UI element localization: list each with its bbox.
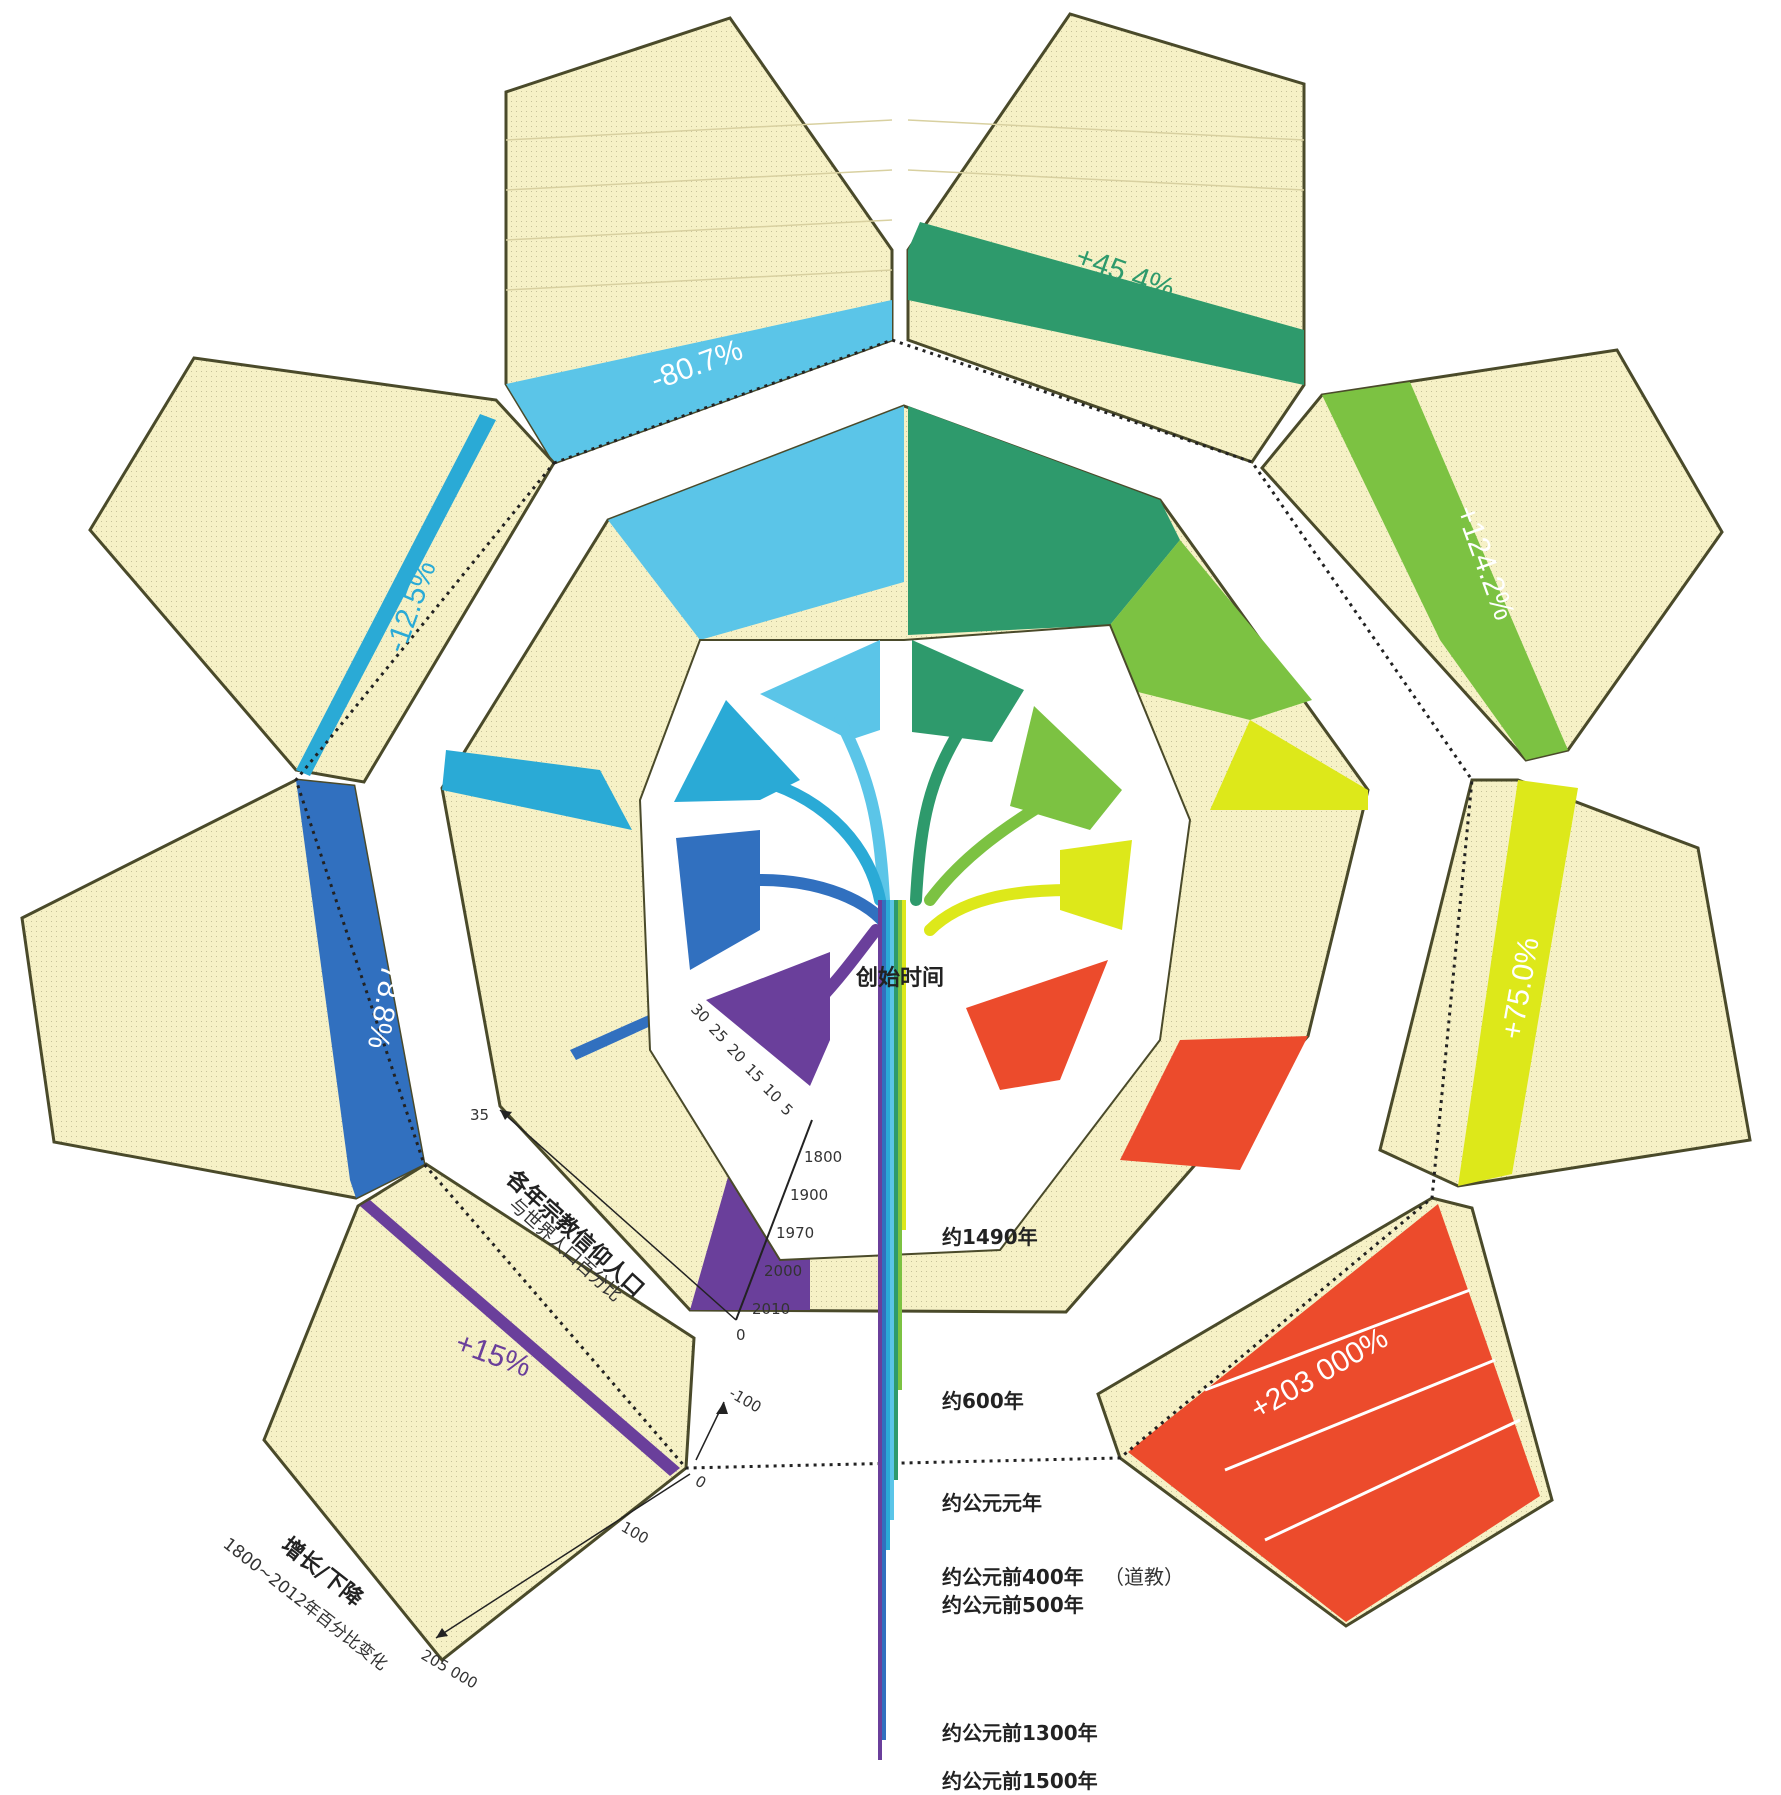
timeline-title: 创始时间 <box>855 965 944 991</box>
petal-teal <box>906 12 1306 464</box>
bar-green <box>1322 382 1568 760</box>
petal-purple <box>262 1162 696 1663</box>
bar-blue <box>296 780 424 1198</box>
timeline-label: 约公元前500年 <box>942 1593 1084 1617</box>
leaf-green <box>1010 706 1122 830</box>
timeline-label: （道教） <box>1104 1565 1184 1589</box>
timeline-labels: 约1490年 约600年 约公元元年 约公元前400年 （道教） 约公元前500… <box>942 1225 1184 1793</box>
bar-light-blue <box>506 300 892 463</box>
legend-year-ticks: 1800 1900 1970 2000 2010 <box>752 1148 842 1318</box>
timeline-label: 约公元前400年 <box>942 1565 1084 1589</box>
bar-yellow-green <box>1458 780 1578 1186</box>
growth-tick: 0 <box>692 1472 709 1492</box>
year-tick: 1800 <box>804 1148 842 1166</box>
timeline-label: 约600年 <box>942 1389 1024 1413</box>
petal-cyan <box>88 356 556 784</box>
year-tick: 1970 <box>776 1224 814 1242</box>
timeline-label: 约公元前1300年 <box>942 1721 1098 1745</box>
ring-bar-teal <box>908 406 1180 635</box>
bar-teal <box>908 222 1304 385</box>
petal-yellow-green <box>1378 778 1752 1188</box>
petal-light-blue <box>504 16 894 465</box>
ring-bar-blue <box>570 1010 664 1060</box>
growth-decline-ring <box>20 12 1752 1663</box>
origin-tree: 创始时间 <box>674 640 1132 1760</box>
bar-red <box>1128 1204 1540 1622</box>
growth-tick: -100 <box>726 1384 764 1417</box>
leaf-blue <box>676 830 760 970</box>
ring-bar-cyan <box>442 750 632 830</box>
timeline-label: 约1490年 <box>942 1225 1038 1249</box>
petal-blue <box>20 778 426 1200</box>
leaf-yellow <box>1060 840 1132 930</box>
growth-tick: 100 <box>618 1518 652 1548</box>
ring-bar-green <box>1110 540 1312 720</box>
population-ring <box>440 404 1370 1314</box>
year-tick: 2010 <box>752 1300 790 1318</box>
timeline-label: 约公元元年 <box>942 1491 1042 1515</box>
bar-purple <box>360 1200 680 1476</box>
petal-green <box>1260 348 1724 762</box>
leaf-light-blue <box>760 640 880 740</box>
leaf-teal <box>912 640 1024 742</box>
timeline-label: 约公元前1500年 <box>942 1769 1098 1793</box>
year-tick: 2000 <box>764 1262 802 1280</box>
petal-red <box>1096 1196 1554 1628</box>
value-tick: 0 <box>736 1326 746 1344</box>
leaf-purple <box>706 952 830 1086</box>
ring-bar-red <box>1120 1036 1308 1170</box>
ring-bar-light-blue <box>608 406 904 640</box>
bar-cyan <box>296 414 496 776</box>
leaf-red <box>966 960 1108 1090</box>
legend-axis <box>499 1109 737 1321</box>
ring-bar-yellow <box>1210 720 1368 810</box>
value-tick: 35 <box>470 1106 489 1124</box>
year-tick: 1900 <box>790 1186 828 1204</box>
